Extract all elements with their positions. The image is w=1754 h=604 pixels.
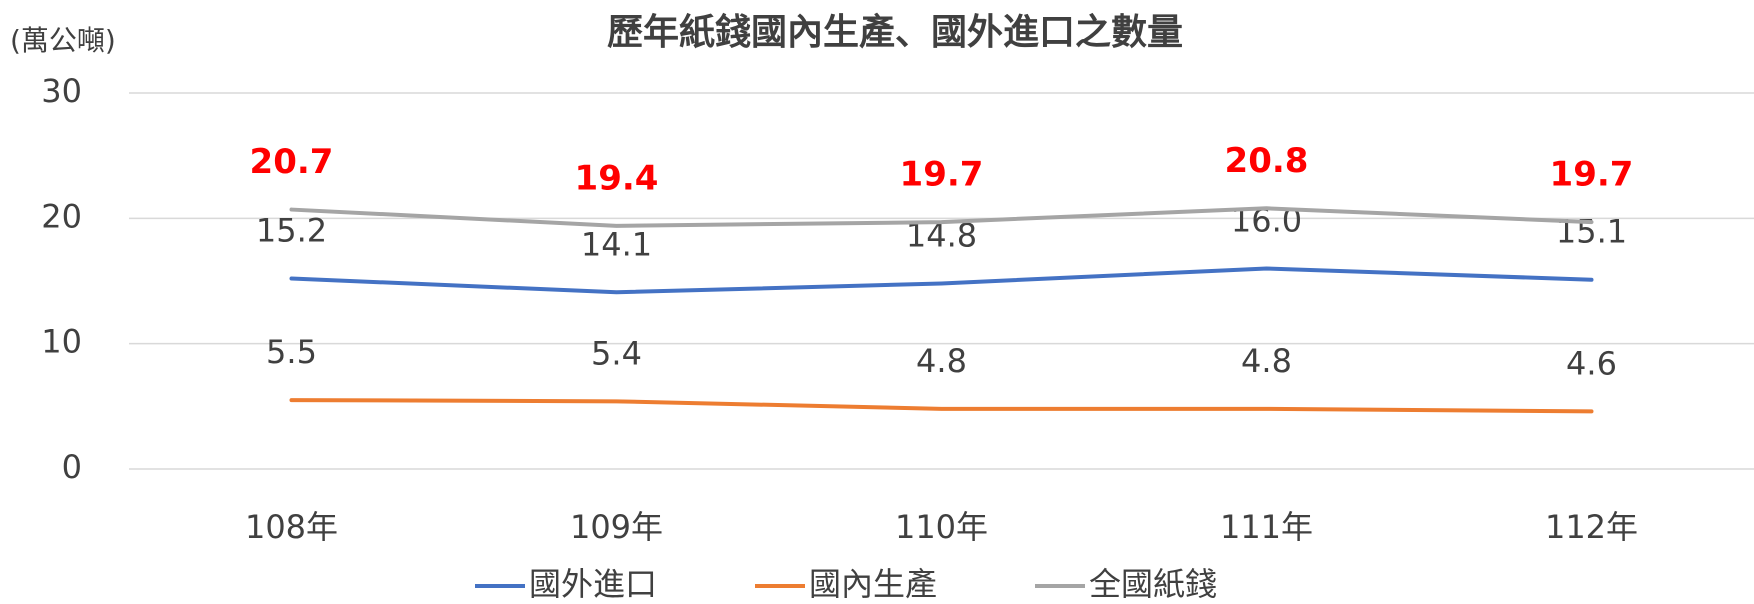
data-label: 5.4	[591, 334, 642, 372]
data-label: 4.8	[916, 342, 967, 380]
legend-label: 國外進口	[529, 565, 657, 603]
x-tick-label: 111年	[1220, 508, 1313, 546]
data-label: 20.7	[250, 142, 334, 182]
legend-label: 國內生產	[809, 565, 937, 603]
legend-label: 全國紙錢	[1089, 565, 1217, 603]
data-label: 15.2	[256, 211, 327, 249]
y-tick-label: 10	[41, 323, 82, 361]
y-tick-label: 0	[62, 448, 82, 486]
chart-title: 歷年紙錢國內生產、國外進口之數量	[607, 12, 1183, 53]
data-label: 20.8	[1225, 141, 1309, 181]
x-tick-label: 110年	[895, 508, 988, 546]
data-label: 19.4	[575, 158, 659, 198]
data-label: 5.5	[266, 333, 317, 371]
data-label: 4.8	[1241, 342, 1292, 380]
x-tick-label: 108年	[245, 508, 338, 546]
data-label: 15.1	[1556, 213, 1627, 251]
data-label: 14.1	[581, 225, 652, 263]
chart: 歷年紙錢國內生產、國外進口之數量 (萬公噸) 0 10 20 30 108年 109年 11…	[0, 0, 1754, 604]
y-axis-label: (萬公噸)	[10, 24, 116, 57]
y-tick-label: 20	[41, 197, 82, 235]
y-tick-label: 30	[41, 72, 82, 110]
data-label: 19.7	[900, 155, 984, 195]
data-label: 19.7	[1550, 155, 1634, 195]
data-label: 4.6	[1566, 344, 1617, 382]
x-tick-label: 112年	[1545, 508, 1638, 546]
x-tick-label: 109年	[570, 508, 663, 546]
